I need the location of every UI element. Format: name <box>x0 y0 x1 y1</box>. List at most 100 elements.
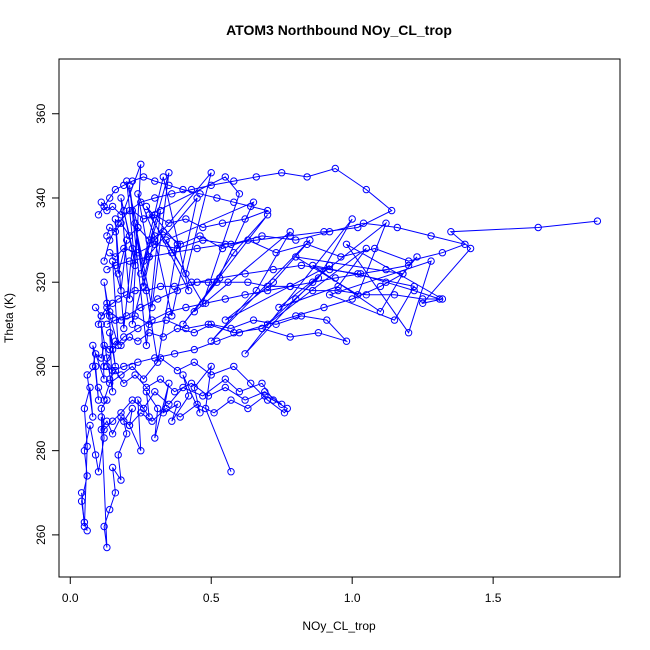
data-point <box>134 324 142 333</box>
data-point <box>173 286 182 295</box>
data-point <box>221 375 230 383</box>
data-point <box>86 421 94 430</box>
data-point <box>269 278 277 286</box>
data-point <box>286 228 294 236</box>
data-point <box>134 396 142 404</box>
data-point <box>148 417 156 425</box>
data-point <box>120 181 128 190</box>
data-point <box>213 194 221 202</box>
data-point <box>159 228 168 236</box>
data-point <box>190 308 199 316</box>
data-point <box>201 299 210 307</box>
data-point <box>139 375 148 383</box>
data-point <box>120 324 128 333</box>
data-point <box>125 421 134 430</box>
data-point <box>309 286 317 295</box>
data-point <box>142 286 151 295</box>
series-line <box>81 164 598 527</box>
x-tick-label: 1.0 <box>344 591 361 605</box>
data-point <box>165 181 173 190</box>
data-point <box>210 409 218 417</box>
data-point <box>131 312 139 320</box>
data-point <box>97 425 106 434</box>
data-point <box>94 383 103 392</box>
data-point <box>103 232 111 240</box>
data-point <box>77 497 86 505</box>
data-point <box>179 383 187 392</box>
data-point <box>106 308 114 316</box>
data-point <box>103 265 111 274</box>
series-9 <box>97 366 286 438</box>
data-point <box>117 194 125 202</box>
data-point <box>120 362 128 371</box>
data-point <box>151 177 159 185</box>
data-point <box>120 379 128 387</box>
data-point <box>156 354 165 362</box>
x-tick-label: 0.5 <box>203 591 220 605</box>
data-point <box>97 354 106 362</box>
data-point <box>241 215 249 223</box>
data-point <box>111 366 120 375</box>
data-point <box>100 434 108 442</box>
data-point <box>337 253 345 261</box>
data-point <box>117 316 125 324</box>
data-point <box>168 190 176 198</box>
data-point <box>593 217 602 225</box>
data-point <box>134 358 142 366</box>
y-tick-label: 260 <box>34 525 48 545</box>
data-point <box>162 236 170 244</box>
data-point <box>207 320 215 328</box>
data-point <box>154 404 162 413</box>
data-point <box>309 278 317 286</box>
data-point <box>334 286 342 295</box>
data-point <box>272 320 280 328</box>
data-point <box>218 219 227 227</box>
data-point <box>91 303 100 312</box>
data-point <box>111 489 120 497</box>
data-point <box>404 329 413 337</box>
data-point <box>213 337 221 345</box>
plot-frame <box>58 58 621 578</box>
data-point <box>151 354 159 362</box>
data-point <box>91 362 100 371</box>
data-point <box>269 265 277 274</box>
data-point <box>151 232 159 240</box>
data-point <box>263 282 272 291</box>
data-point <box>106 375 114 383</box>
data-point <box>190 329 199 337</box>
data-point <box>97 413 106 421</box>
data-point <box>247 202 255 211</box>
data-point <box>438 249 447 257</box>
data-point <box>244 278 252 286</box>
data-point <box>286 282 294 291</box>
data-point <box>103 362 111 371</box>
series-line <box>103 256 418 372</box>
data-point <box>94 320 103 328</box>
data-point <box>145 211 153 219</box>
data-point <box>193 244 201 253</box>
data-point <box>134 337 142 345</box>
data-point <box>297 312 306 320</box>
data-point <box>382 265 390 274</box>
data-point <box>106 249 114 257</box>
data-point <box>199 236 207 244</box>
data-point <box>323 316 331 324</box>
y-tick-label: 320 <box>34 272 48 292</box>
data-point <box>204 392 213 400</box>
data-point <box>100 257 108 265</box>
data-point <box>156 375 165 383</box>
data-point <box>137 303 145 312</box>
data-point <box>103 396 111 404</box>
data-point <box>413 253 421 261</box>
data-point <box>111 228 120 236</box>
data-point <box>190 358 199 366</box>
data-point <box>199 223 207 232</box>
data-point <box>244 404 252 413</box>
data-point <box>125 232 134 240</box>
data-point <box>207 337 215 345</box>
data-point <box>111 261 120 270</box>
data-point <box>204 320 213 328</box>
data-point <box>247 379 255 387</box>
data-point <box>348 295 356 303</box>
